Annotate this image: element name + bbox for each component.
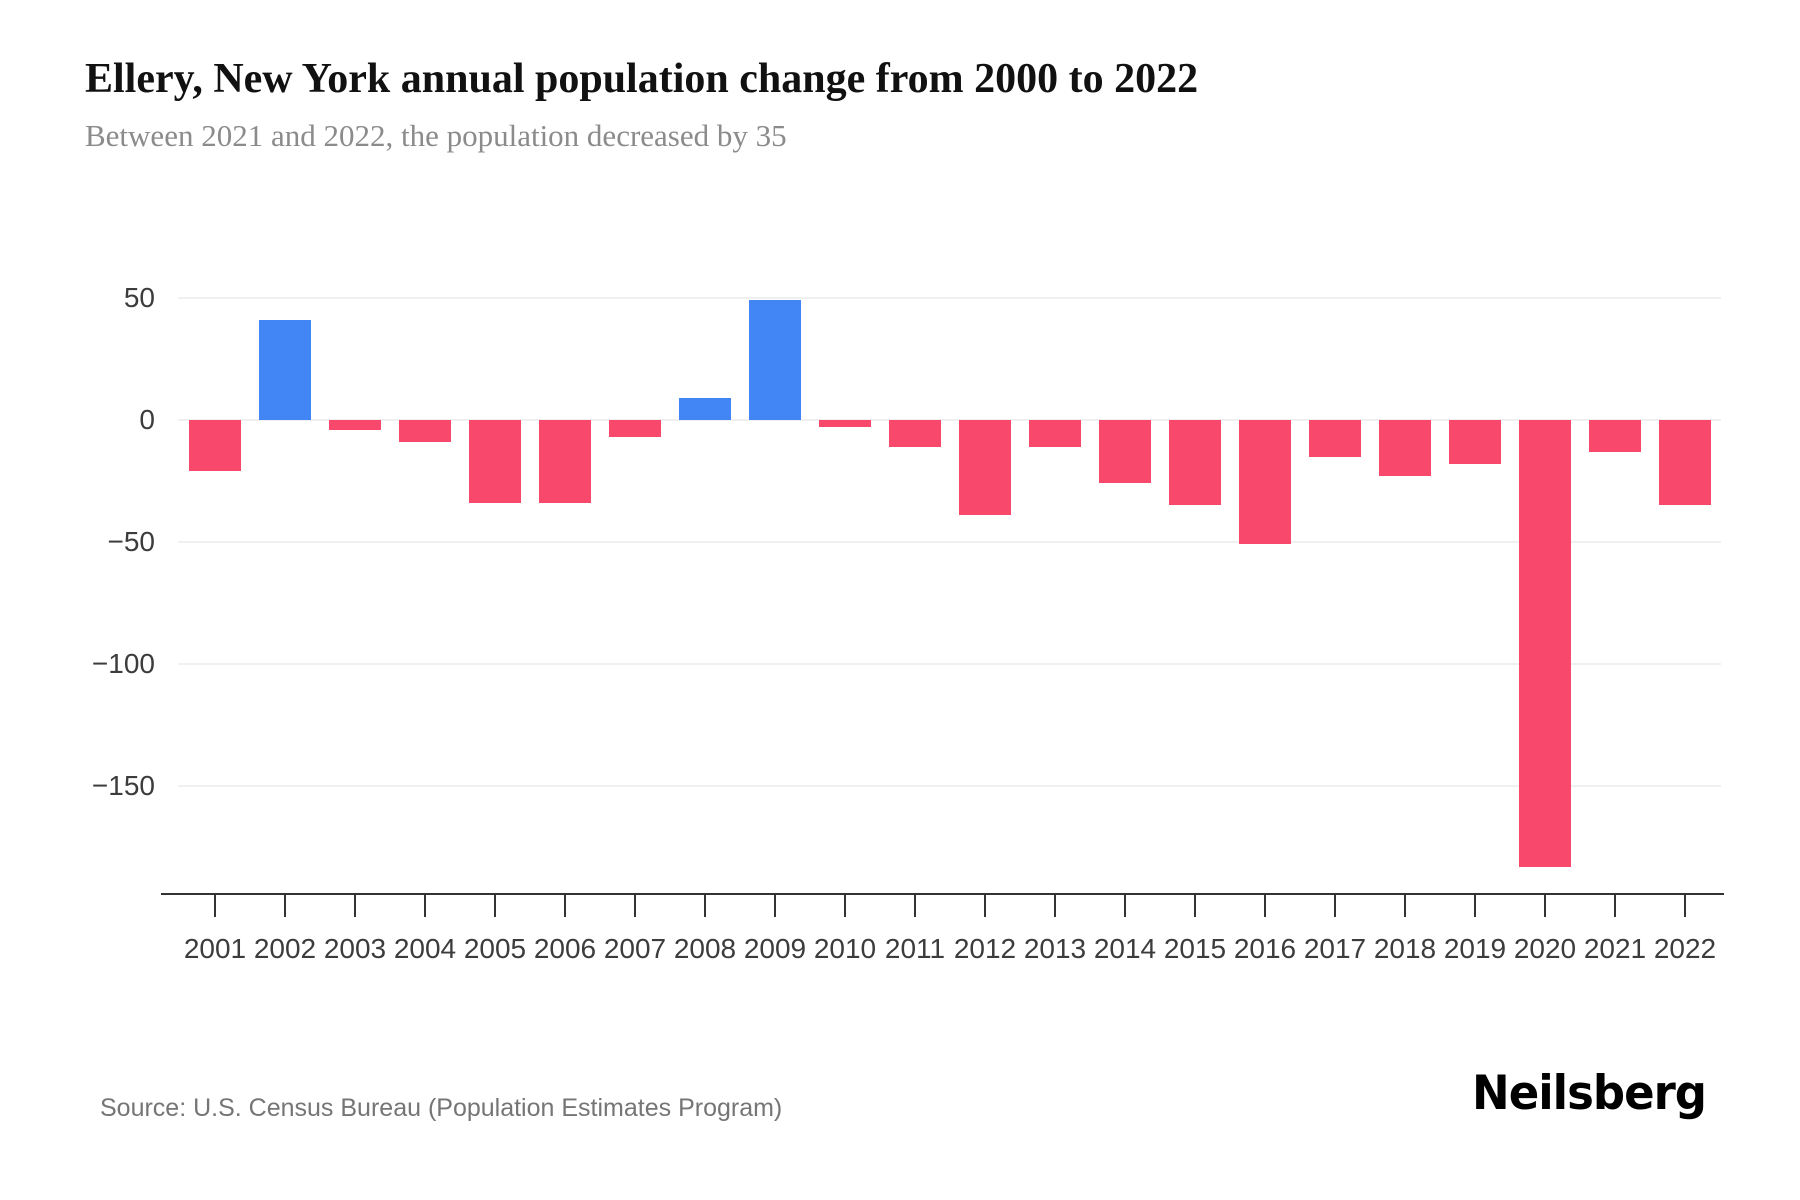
chart-title: Ellery, New York annual population chang… (85, 56, 1199, 102)
y-axis-label-50: 50 (123, 282, 155, 313)
chart-subtitle: Between 2021 and 2022, the population de… (85, 118, 787, 153)
x-tick-2006 (564, 895, 566, 917)
bar-2002[interactable] (259, 319, 311, 420)
bar-2020[interactable] (1519, 420, 1571, 867)
x-tick-2019 (1474, 895, 1476, 917)
x-axis-label-2013: 2013 (1023, 933, 1087, 964)
bar-2008[interactable] (679, 398, 731, 420)
x-axis-label-2010: 2010 (813, 933, 877, 964)
bar-2022[interactable] (1659, 420, 1711, 506)
x-axis-label-2015: 2015 (1163, 933, 1227, 964)
x-tick-2001 (214, 895, 216, 917)
bar-2014[interactable] (1099, 420, 1151, 484)
x-axis-label-2011: 2011 (884, 933, 946, 964)
gridline--50 (178, 541, 1721, 543)
x-axis-label-2006: 2006 (533, 933, 597, 964)
x-axis-label-2012: 2012 (953, 933, 1017, 964)
x-axis-label-2003: 2003 (323, 933, 387, 964)
bar-2013[interactable] (1029, 420, 1081, 447)
bar-2009[interactable] (749, 300, 801, 420)
bar-2005[interactable] (469, 420, 521, 503)
x-axis-label-2018: 2018 (1373, 933, 1437, 964)
x-axis-label-2016: 2016 (1233, 933, 1297, 964)
bar-2015[interactable] (1169, 420, 1221, 506)
bar-2003[interactable] (329, 420, 381, 430)
x-tick-2011 (914, 895, 916, 917)
x-axis-label-2019: 2019 (1443, 933, 1507, 964)
x-tick-2018 (1404, 895, 1406, 917)
bar-2010[interactable] (819, 420, 871, 428)
x-axis-label-2004: 2004 (393, 933, 457, 964)
x-axis-label-2020: 2020 (1513, 933, 1577, 964)
x-axis-line (161, 893, 1724, 895)
x-tick-2014 (1124, 895, 1126, 917)
x-axis-label-2008: 2008 (673, 933, 737, 964)
x-tick-2022 (1684, 895, 1686, 917)
x-axis-label-2007: 2007 (603, 933, 667, 964)
gridline-50 (178, 297, 1721, 299)
bar-2017[interactable] (1309, 420, 1361, 457)
gridline--100 (178, 663, 1721, 665)
x-tick-2010 (844, 895, 846, 917)
x-tick-2007 (634, 895, 636, 917)
x-axis-label-2021: 2021 (1583, 933, 1647, 964)
x-tick-2004 (424, 895, 426, 917)
y-axis-label-0: 0 (139, 404, 155, 435)
x-tick-2009 (774, 895, 776, 917)
y-axis-label--50: −50 (107, 526, 156, 557)
bar-2001[interactable] (189, 420, 241, 472)
x-axis-label-2005: 2005 (463, 933, 527, 964)
x-tick-2012 (984, 895, 986, 917)
x-tick-2005 (494, 895, 496, 917)
x-axis-label-2022: 2022 (1653, 933, 1717, 964)
bar-2007[interactable] (609, 420, 661, 438)
bar-2019[interactable] (1449, 420, 1501, 464)
x-tick-2015 (1194, 895, 1196, 917)
x-tick-2016 (1264, 895, 1266, 917)
x-tick-2021 (1614, 895, 1616, 917)
gridline-0 (178, 419, 1721, 421)
bar-2006[interactable] (539, 420, 591, 503)
x-tick-2017 (1334, 895, 1336, 917)
x-tick-2002 (284, 895, 286, 917)
x-tick-2013 (1054, 895, 1056, 917)
x-axis-label-2017: 2017 (1303, 933, 1367, 964)
y-axis-label--100: −100 (91, 648, 155, 679)
x-tick-2020 (1544, 895, 1546, 917)
x-tick-2003 (354, 895, 356, 917)
bar-2018[interactable] (1379, 420, 1431, 477)
x-tick-2008 (704, 895, 706, 917)
bar-2012[interactable] (959, 420, 1011, 516)
bar-2021[interactable] (1589, 420, 1641, 452)
bar-2004[interactable] (399, 420, 451, 442)
x-axis-label-2001: 2001 (183, 933, 247, 964)
gridline--150 (178, 785, 1721, 787)
y-axis-label--150: −150 (91, 770, 155, 801)
x-axis-label-2002: 2002 (253, 933, 317, 964)
source-text: Source: U.S. Census Bureau (Population E… (100, 1094, 783, 1122)
bar-2016[interactable] (1239, 420, 1291, 545)
neilsberg-logo: Neilsberg (1472, 1064, 1707, 1121)
x-axis-label-2009: 2009 (743, 933, 807, 964)
bar-2011[interactable] (889, 420, 941, 447)
x-axis-label-2014: 2014 (1093, 933, 1157, 964)
